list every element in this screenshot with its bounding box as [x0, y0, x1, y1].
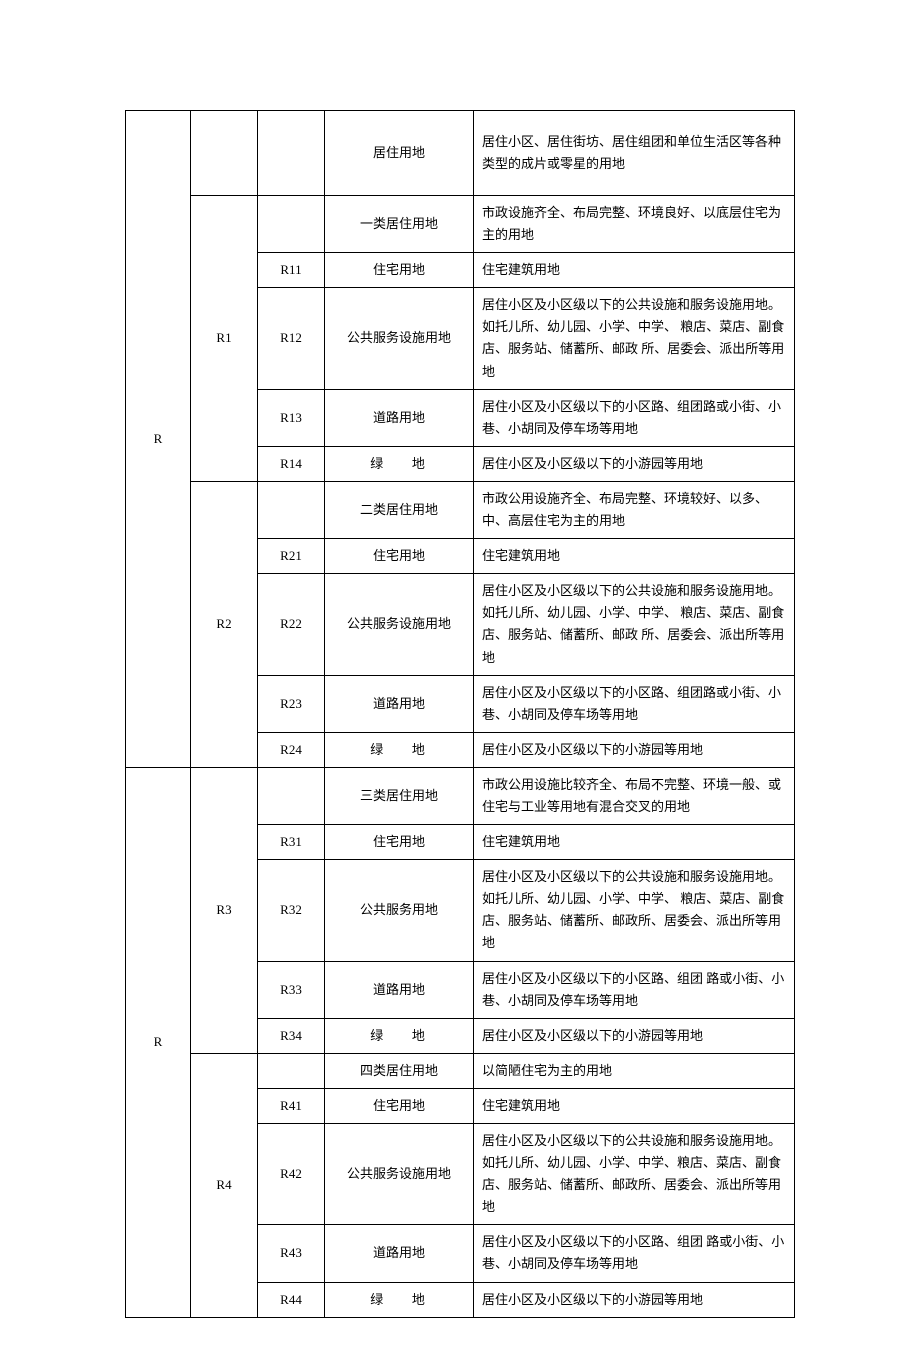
table-cell: 四类居住用地: [325, 1053, 474, 1088]
table-cell: 公共服务用地: [325, 860, 474, 961]
table-cell: R2: [191, 481, 258, 767]
table-cell: 绿地: [325, 1018, 474, 1053]
table-cell: R34: [258, 1018, 325, 1053]
table-cell: R4: [191, 1053, 258, 1317]
table-cell: R23: [258, 675, 325, 732]
table-cell: 居住小区及小区级以下的公共设施和服务设施用地。如托儿所、幼儿园、小学、中学、 粮…: [474, 860, 795, 961]
table-cell: 绿地: [325, 1282, 474, 1317]
table-cell: 居住小区及小区级以下的小区路、组团路或小街、小巷、小胡同及停车场等用地: [474, 389, 795, 446]
table-cell: R31: [258, 825, 325, 860]
table-cell: R32: [258, 860, 325, 961]
table-cell: 一类居住用地: [325, 196, 474, 253]
table-cell: 住宅用地: [325, 253, 474, 288]
table-cell: 居住小区、居住街坊、居住组团和单位生活区等各种类型的成片或零星的用地: [474, 111, 795, 196]
table-cell: 公共服务设施用地: [325, 574, 474, 675]
table-cell: 道路用地: [325, 1225, 474, 1282]
table-cell: 道路用地: [325, 675, 474, 732]
table-cell: R: [126, 111, 191, 768]
table-cell: 二类居住用地: [325, 481, 474, 538]
table-cell: [258, 196, 325, 253]
table-cell: [258, 767, 325, 824]
table-cell: 绿地: [325, 732, 474, 767]
table-cell: 住宅建筑用地: [474, 253, 795, 288]
table-row: RR3三类居住用地市政公用设施比较齐全、布局不完整、环境一般、或住宅与工业等用地…: [126, 767, 795, 824]
table-cell: 住宅建筑用地: [474, 539, 795, 574]
table-cell: 市政公用设施齐全、布局完整、环境较好、以多、中、高层住宅为主的用地: [474, 481, 795, 538]
table-cell: 居住小区及小区级以下的小游园等用地: [474, 732, 795, 767]
table-cell: R33: [258, 961, 325, 1018]
table-cell: 居住小区及小区级以下的公共设施和服务设施用地。如托儿所、幼儿园、小学、中学、粮店…: [474, 1124, 795, 1225]
table-cell: 居住小区及小区级以下的小游园等用地: [474, 1018, 795, 1053]
table-cell: 居住小区及小区级以下的公共设施和服务设施用地。如托儿所、幼儿园、小学、中学、 粮…: [474, 574, 795, 675]
table-cell: 居住用地: [325, 111, 474, 196]
table-cell: 居住小区及小区级以下的小区路、组团 路或小街、小巷、小胡同及停车场等用地: [474, 961, 795, 1018]
table-cell: 市政公用设施比较齐全、布局不完整、环境一般、或住宅与工业等用地有混合交叉的用地: [474, 767, 795, 824]
table-cell: [258, 111, 325, 196]
table-cell: 市政设施齐全、布局完整、环境良好、以底层住宅为主的用地: [474, 196, 795, 253]
table-cell: 道路用地: [325, 961, 474, 1018]
table-cell: 道路用地: [325, 389, 474, 446]
table-cell: R21: [258, 539, 325, 574]
table-cell: 居住小区及小区级以下的公共设施和服务设施用地。如托儿所、幼儿园、小学、中学、 粮…: [474, 288, 795, 389]
table-cell: R43: [258, 1225, 325, 1282]
table-row: R4四类居住用地以简陋住宅为主的用地: [126, 1053, 795, 1088]
table-cell: 居住小区及小区级以下的小区路、组团 路或小街、小巷、小胡同及停车场等用地: [474, 1225, 795, 1282]
table-cell: 公共服务设施用地: [325, 1124, 474, 1225]
table-cell: R14: [258, 446, 325, 481]
table-cell: R41: [258, 1088, 325, 1123]
table-cell: R11: [258, 253, 325, 288]
table-cell: 公共服务设施用地: [325, 288, 474, 389]
table-cell: 以简陋住宅为主的用地: [474, 1053, 795, 1088]
table-cell: [258, 481, 325, 538]
table-cell: R1: [191, 196, 258, 482]
table-cell: R24: [258, 732, 325, 767]
table-row: R2二类居住用地市政公用设施齐全、布局完整、环境较好、以多、中、高层住宅为主的用…: [126, 481, 795, 538]
table-cell: R13: [258, 389, 325, 446]
table-cell: 居住小区及小区级以下的小区路、组团路或小街、小巷、小胡同及停车场等用地: [474, 675, 795, 732]
table-cell: R22: [258, 574, 325, 675]
table-cell: [191, 111, 258, 196]
table-cell: 绿地: [325, 446, 474, 481]
table-cell: R42: [258, 1124, 325, 1225]
table-row: R居住用地居住小区、居住街坊、居住组团和单位生活区等各种类型的成片或零星的用地: [126, 111, 795, 196]
table-cell: 住宅用地: [325, 1088, 474, 1123]
table-cell: R: [126, 767, 191, 1317]
table-cell: 居住小区及小区级以下的小游园等用地: [474, 1282, 795, 1317]
land-use-table: R居住用地居住小区、居住街坊、居住组团和单位生活区等各种类型的成片或零星的用地R…: [125, 110, 795, 1318]
table-cell: 住宅建筑用地: [474, 1088, 795, 1123]
table-cell: 居住小区及小区级以下的小游园等用地: [474, 446, 795, 481]
table-cell: R44: [258, 1282, 325, 1317]
table-cell: [258, 1053, 325, 1088]
table-cell: 三类居住用地: [325, 767, 474, 824]
table-cell: 住宅建筑用地: [474, 825, 795, 860]
table-cell: 住宅用地: [325, 825, 474, 860]
table-row: R1一类居住用地市政设施齐全、布局完整、环境良好、以底层住宅为主的用地: [126, 196, 795, 253]
table-cell: 住宅用地: [325, 539, 474, 574]
table-cell: R3: [191, 767, 258, 1053]
table-cell: R12: [258, 288, 325, 389]
